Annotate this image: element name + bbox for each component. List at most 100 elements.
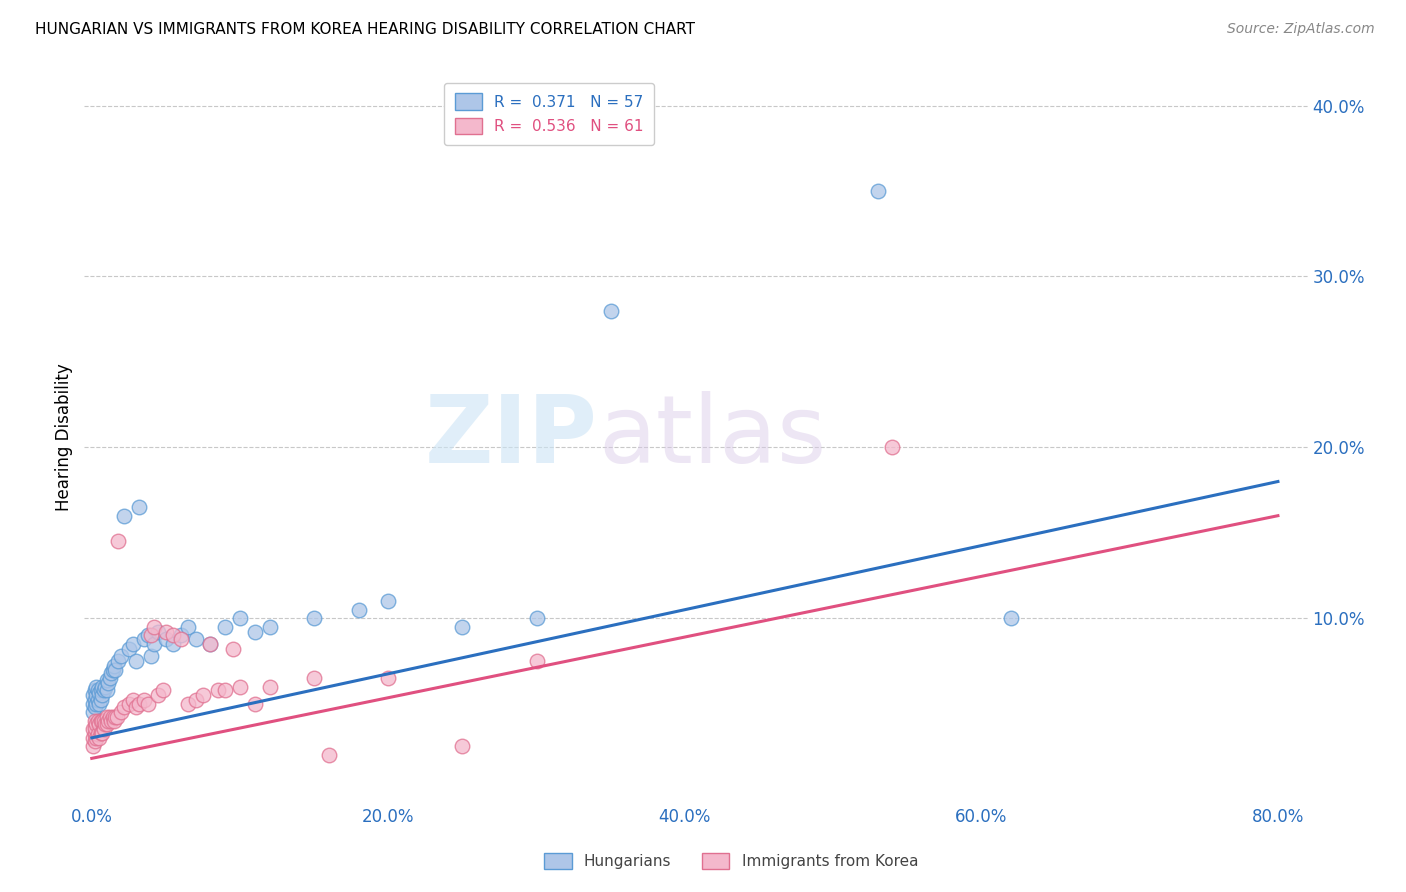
Point — [136, 628, 159, 642]
Point — [526, 654, 548, 668]
Point — [128, 500, 150, 515]
Point — [229, 611, 252, 625]
Point — [125, 700, 148, 714]
Point — [170, 628, 193, 642]
Point — [101, 710, 124, 724]
Point — [91, 688, 114, 702]
Point — [84, 731, 107, 745]
Point — [451, 620, 474, 634]
Point — [83, 714, 105, 728]
Point — [93, 714, 115, 728]
Point — [200, 637, 222, 651]
Point — [377, 671, 399, 685]
Point — [82, 739, 104, 754]
Point — [90, 725, 112, 739]
Point — [184, 632, 207, 646]
Point — [155, 624, 177, 639]
Point — [86, 683, 108, 698]
Point — [214, 620, 236, 634]
Text: Source: ZipAtlas.com: Source: ZipAtlas.com — [1227, 22, 1375, 37]
Legend: R =  0.371   N = 57, R =  0.536   N = 61: R = 0.371 N = 57, R = 0.536 N = 61 — [444, 83, 654, 145]
Point — [526, 611, 548, 625]
Point — [177, 620, 200, 634]
Point — [90, 683, 112, 698]
Point — [125, 654, 148, 668]
Point — [82, 697, 104, 711]
Point — [866, 184, 889, 198]
Point — [243, 624, 266, 639]
Point — [139, 628, 162, 642]
Point — [132, 632, 155, 646]
Point — [82, 723, 104, 737]
Point — [83, 693, 105, 707]
Point — [83, 683, 105, 698]
Point — [100, 665, 122, 680]
Point — [347, 603, 370, 617]
Point — [98, 710, 121, 724]
Point — [103, 714, 125, 728]
Point — [103, 659, 125, 673]
Point — [86, 727, 108, 741]
Point — [162, 637, 184, 651]
Point — [86, 693, 108, 707]
Point — [136, 697, 159, 711]
Point — [122, 637, 145, 651]
Point — [96, 710, 118, 724]
Point — [100, 714, 122, 728]
Point — [104, 663, 127, 677]
Point — [84, 688, 107, 702]
Point — [451, 739, 474, 754]
Point — [82, 705, 104, 719]
Y-axis label: Hearing Disability: Hearing Disability — [55, 363, 73, 511]
Point — [83, 734, 105, 748]
Point — [143, 637, 166, 651]
Point — [83, 700, 105, 714]
Point — [200, 637, 222, 651]
Point — [128, 697, 150, 711]
Point — [89, 717, 111, 731]
Point — [107, 534, 129, 549]
Text: atlas: atlas — [598, 391, 827, 483]
Point — [86, 714, 108, 728]
Point — [152, 683, 174, 698]
Point — [132, 693, 155, 707]
Text: HUNGARIAN VS IMMIGRANTS FROM KOREA HEARING DISABILITY CORRELATION CHART: HUNGARIAN VS IMMIGRANTS FROM KOREA HEARI… — [35, 22, 695, 37]
Point — [302, 671, 325, 685]
Point — [91, 725, 114, 739]
Point — [112, 508, 135, 523]
Point — [118, 642, 141, 657]
Point — [184, 693, 207, 707]
Point — [118, 697, 141, 711]
Legend: Hungarians, Immigrants from Korea: Hungarians, Immigrants from Korea — [538, 847, 924, 875]
Point — [143, 620, 166, 634]
Point — [162, 628, 184, 642]
Point — [83, 727, 105, 741]
Point — [139, 648, 162, 663]
Point — [91, 680, 114, 694]
Point — [191, 688, 214, 702]
Point — [377, 594, 399, 608]
Point — [107, 654, 129, 668]
Point — [96, 673, 118, 687]
Point — [1000, 611, 1022, 625]
Point — [104, 710, 127, 724]
Point — [97, 714, 120, 728]
Point — [89, 686, 111, 700]
Point — [101, 663, 124, 677]
Point — [83, 721, 105, 735]
Point — [221, 642, 243, 657]
Point — [89, 697, 111, 711]
Point — [94, 680, 117, 694]
Point — [84, 717, 107, 731]
Point — [148, 624, 170, 639]
Point — [84, 680, 107, 694]
Point — [90, 693, 112, 707]
Point — [98, 671, 121, 685]
Point — [82, 731, 104, 745]
Point — [110, 705, 132, 719]
Point — [170, 632, 193, 646]
Point — [110, 648, 132, 663]
Text: ZIP: ZIP — [425, 391, 598, 483]
Point — [259, 620, 281, 634]
Point — [91, 714, 114, 728]
